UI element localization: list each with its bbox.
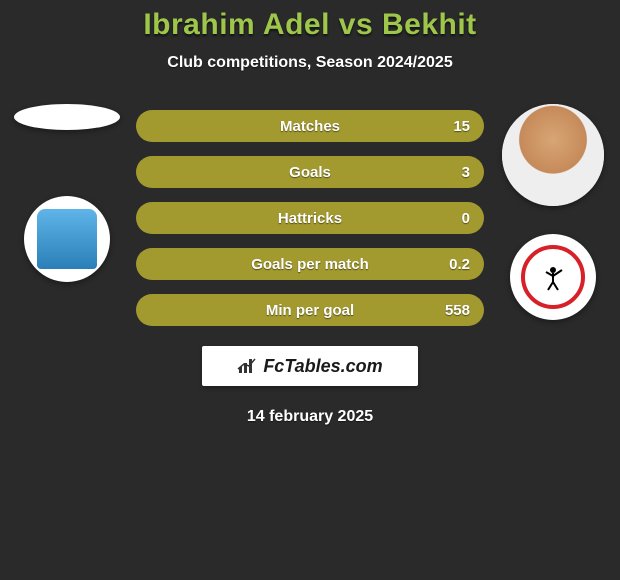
stat-row-hattricks: Hattricks 0 xyxy=(136,202,484,234)
comparison-card: Ibrahim Adel vs Bekhit Club competitions… xyxy=(0,0,620,426)
stat-label: Goals per match xyxy=(190,256,430,273)
stat-right-value: 558 xyxy=(430,302,470,319)
main-row: Matches 15 Goals 3 Hattricks 0 Goals per… xyxy=(0,104,620,326)
player-right-club-logo xyxy=(510,234,596,320)
stat-right-value: 0 xyxy=(430,210,470,227)
subtitle: Club competitions, Season 2024/2025 xyxy=(0,54,620,72)
stat-right-value: 0.2 xyxy=(430,256,470,273)
bar-chart-icon xyxy=(237,357,259,375)
stat-label: Hattricks xyxy=(190,210,430,227)
page-title: Ibrahim Adel vs Bekhit xyxy=(0,8,620,42)
zamalek-logo-icon xyxy=(521,245,585,309)
right-column xyxy=(494,104,612,320)
stats-list: Matches 15 Goals 3 Hattricks 0 Goals per… xyxy=(136,104,484,326)
player-left-club-logo xyxy=(24,196,110,282)
pyramids-logo-icon xyxy=(37,209,97,269)
stat-label: Matches xyxy=(190,118,430,135)
brand-link[interactable]: FcTables.com xyxy=(202,346,418,386)
stat-right-value: 15 xyxy=(430,118,470,135)
left-column xyxy=(8,104,126,282)
stat-row-gpm: Goals per match 0.2 xyxy=(136,248,484,280)
stat-row-goals: Goals 3 xyxy=(136,156,484,188)
stat-row-matches: Matches 15 xyxy=(136,110,484,142)
date-text: 14 february 2025 xyxy=(0,408,620,426)
brand-text: FcTables.com xyxy=(263,356,382,377)
archer-icon xyxy=(538,262,568,292)
player-right-avatar xyxy=(502,104,604,206)
stat-right-value: 3 xyxy=(430,164,470,181)
stat-label: Min per goal xyxy=(190,302,430,319)
stat-label: Goals xyxy=(190,164,430,181)
stat-row-mpg: Min per goal 558 xyxy=(136,294,484,326)
player-left-avatar xyxy=(14,104,120,130)
player-face-icon xyxy=(502,104,604,206)
